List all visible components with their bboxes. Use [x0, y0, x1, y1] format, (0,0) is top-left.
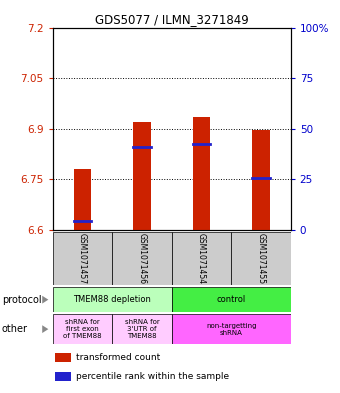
Bar	[55, 353, 71, 362]
Bar	[53, 287, 172, 312]
Bar	[192, 117, 210, 230]
Bar	[55, 372, 71, 381]
Bar	[172, 287, 291, 312]
Text: non-targetting
shRNA: non-targetting shRNA	[206, 323, 256, 336]
Bar	[252, 130, 270, 230]
Bar	[172, 314, 291, 344]
Text: GSM1071455: GSM1071455	[256, 233, 266, 284]
Bar	[172, 232, 231, 285]
Text: other: other	[2, 324, 28, 334]
Text: shRNA for
3'UTR of
TMEM88: shRNA for 3'UTR of TMEM88	[124, 319, 159, 339]
Bar	[112, 314, 172, 344]
Text: GSM1071454: GSM1071454	[197, 233, 206, 284]
Bar	[53, 232, 112, 285]
Bar	[133, 122, 151, 230]
Text: TMEM88 depletion: TMEM88 depletion	[73, 295, 151, 304]
Text: shRNA for
first exon
of TMEM88: shRNA for first exon of TMEM88	[63, 319, 102, 339]
Text: control: control	[217, 295, 246, 304]
Text: protocol: protocol	[2, 295, 41, 305]
Text: GSM1071456: GSM1071456	[137, 233, 147, 284]
Text: GSM1071457: GSM1071457	[78, 233, 87, 284]
Polygon shape	[42, 325, 48, 333]
Bar	[231, 232, 291, 285]
Bar	[53, 314, 112, 344]
Text: transformed count: transformed count	[76, 353, 161, 362]
Bar	[73, 169, 91, 230]
Title: GDS5077 / ILMN_3271849: GDS5077 / ILMN_3271849	[95, 13, 249, 26]
Bar	[112, 232, 172, 285]
Polygon shape	[42, 296, 48, 303]
Text: percentile rank within the sample: percentile rank within the sample	[76, 372, 230, 381]
